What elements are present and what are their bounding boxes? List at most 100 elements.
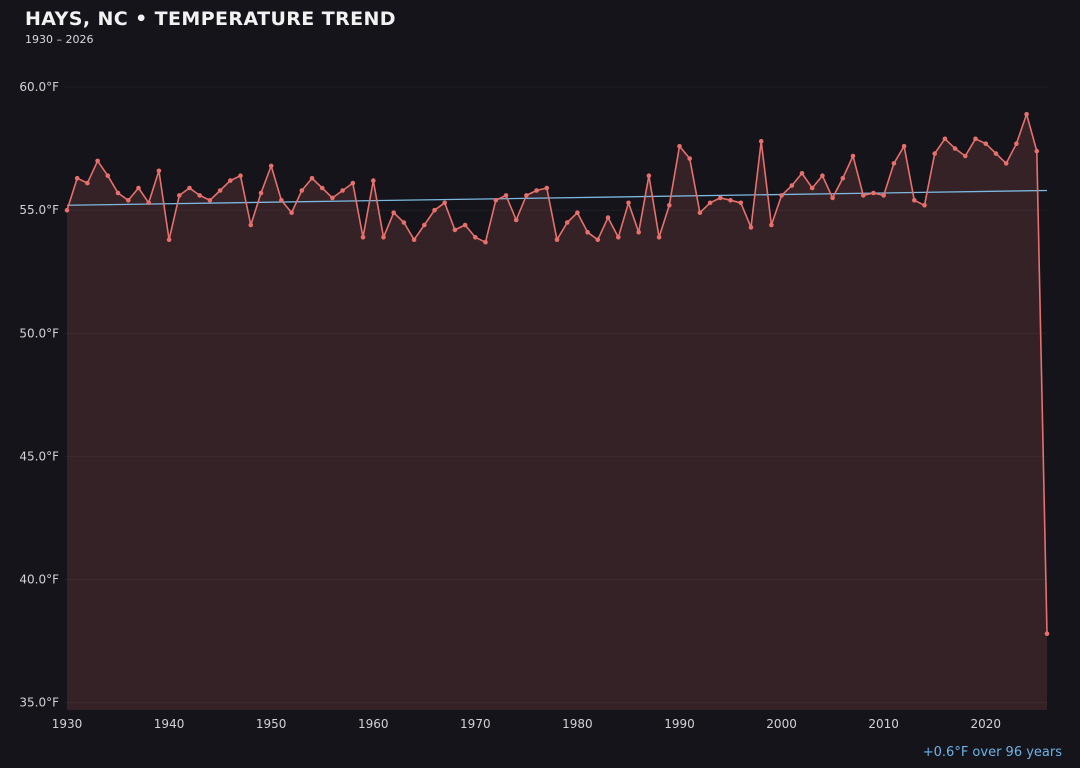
data-point	[401, 220, 407, 225]
data-point	[166, 237, 172, 242]
x-tick-label: 1960	[358, 717, 389, 731]
x-tick-label: 1980	[562, 717, 593, 731]
y-tick-label: 60.0°F	[19, 80, 59, 94]
data-point	[74, 175, 80, 181]
data-point	[115, 190, 121, 196]
data-point	[840, 175, 846, 181]
data-point	[871, 190, 876, 196]
data-point	[483, 239, 488, 245]
data-point	[799, 171, 805, 176]
data-point	[258, 190, 264, 196]
data-point	[1024, 111, 1029, 117]
data-point	[544, 185, 550, 191]
data-point	[779, 193, 784, 198]
data-point	[299, 188, 305, 193]
data-point	[912, 198, 917, 203]
x-tick-label: 2010	[868, 717, 899, 731]
y-tick-label: 45.0°F	[19, 449, 59, 463]
data-point	[462, 222, 468, 228]
data-point	[687, 156, 692, 161]
data-point	[891, 161, 897, 166]
data-point	[340, 188, 345, 193]
data-point	[330, 195, 335, 201]
data-point	[667, 203, 672, 208]
data-point	[381, 235, 386, 240]
data-point	[830, 195, 835, 201]
data-point	[707, 200, 713, 206]
data-point	[881, 193, 886, 198]
data-point	[983, 141, 989, 146]
chart-title: HAYS, NC • TEMPERATURE TREND	[25, 8, 396, 30]
data-point	[493, 198, 499, 203]
data-point	[564, 220, 570, 225]
x-tick-label: 1990	[664, 717, 695, 731]
data-point	[1003, 161, 1009, 166]
chart-header: HAYS, NC • TEMPERATURE TREND 1930 – 2026	[25, 8, 396, 46]
data-point	[616, 235, 621, 240]
data-point	[646, 173, 652, 178]
data-point	[228, 178, 233, 183]
data-point	[932, 151, 937, 156]
data-point	[411, 237, 417, 242]
data-point	[942, 136, 948, 142]
data-point	[156, 168, 162, 174]
data-point	[319, 185, 325, 191]
data-point	[513, 217, 519, 223]
data-point	[64, 207, 70, 213]
x-tick-label: 2020	[970, 717, 1001, 731]
data-point	[850, 153, 856, 159]
data-point	[391, 210, 397, 215]
data-point	[554, 237, 560, 242]
data-point	[718, 195, 723, 201]
data-point	[861, 193, 866, 198]
data-point	[585, 230, 590, 235]
data-point	[503, 193, 509, 198]
x-tick-label: 1930	[52, 717, 83, 731]
data-point	[758, 139, 764, 144]
data-point	[697, 210, 703, 215]
data-point	[1034, 148, 1040, 154]
data-point	[289, 210, 294, 215]
data-point	[432, 207, 437, 213]
data-point	[85, 180, 90, 186]
y-tick-label: 40.0°F	[19, 573, 59, 587]
data-point	[993, 151, 999, 156]
data-point	[901, 143, 907, 149]
data-point	[371, 178, 376, 183]
data-point	[748, 225, 754, 230]
data-point	[809, 185, 815, 191]
data-point	[350, 180, 356, 186]
data-point	[656, 235, 662, 240]
data-point	[360, 235, 366, 240]
y-tick-label: 55.0°F	[19, 203, 59, 217]
data-point	[677, 143, 682, 149]
data-point	[95, 158, 100, 164]
data-point	[963, 153, 968, 159]
data-point	[1044, 631, 1050, 636]
data-point	[146, 200, 151, 206]
data-point	[187, 185, 192, 191]
data-point	[728, 198, 733, 203]
data-point	[473, 235, 478, 240]
data-point	[605, 215, 611, 220]
data-point	[769, 222, 774, 228]
data-point	[177, 193, 182, 198]
data-point	[575, 210, 580, 215]
data-point	[238, 173, 243, 178]
data-point	[217, 188, 223, 193]
y-tick-label: 50.0°F	[19, 326, 59, 340]
data-point	[636, 230, 641, 235]
x-tick-label: 1940	[154, 717, 185, 731]
y-tick-label: 35.0°F	[19, 696, 59, 710]
data-point	[524, 193, 529, 198]
data-point	[197, 193, 202, 198]
data-point	[1014, 141, 1019, 146]
x-tick-label: 2000	[766, 717, 797, 731]
data-point	[279, 198, 284, 203]
data-point	[922, 203, 927, 208]
data-point	[820, 173, 825, 178]
data-point	[126, 198, 131, 203]
data-point	[952, 146, 958, 151]
